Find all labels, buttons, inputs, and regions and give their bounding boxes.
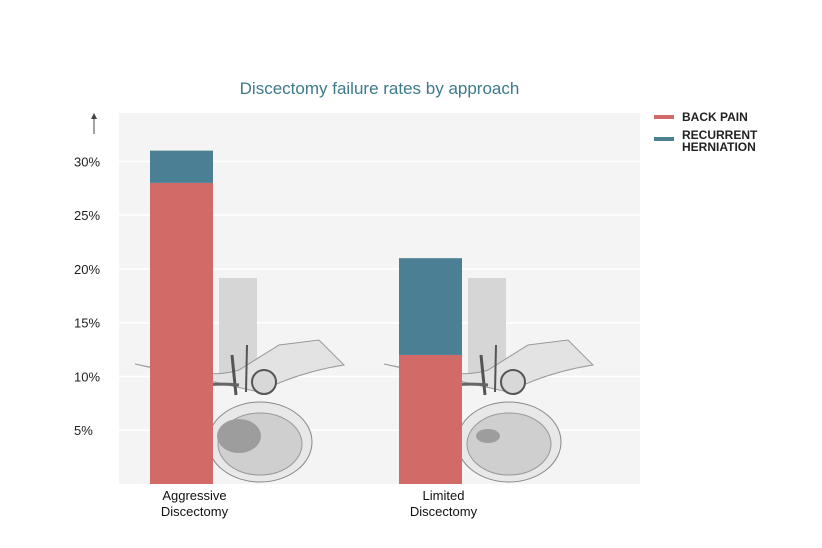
y-axis-arrowhead-icon bbox=[91, 113, 97, 119]
x-tick-label: Limited bbox=[423, 488, 465, 503]
bar-back-pain bbox=[150, 182, 213, 484]
bar-recurrent-herniation bbox=[150, 150, 213, 183]
bar-recurrent-herniation bbox=[399, 258, 462, 355]
y-tick-label: 30% bbox=[74, 154, 100, 169]
instrument-shaft bbox=[494, 344, 497, 393]
instrument-shaft bbox=[230, 354, 238, 396]
legend-label: BACK PAIN bbox=[682, 110, 748, 124]
y-tick-label: 25% bbox=[74, 208, 100, 223]
y-tick-label: 10% bbox=[74, 369, 100, 384]
legend-label: HERNIATION bbox=[682, 140, 756, 154]
legend-label: RECURRENT bbox=[682, 128, 758, 142]
disc-cavity bbox=[476, 429, 500, 443]
instrument-shaft bbox=[479, 354, 487, 396]
y-tick-label: 15% bbox=[74, 316, 100, 331]
y-tick-label: 20% bbox=[74, 262, 100, 277]
legend-swatch bbox=[654, 115, 674, 119]
chart-title: Discectomy failure rates by approach bbox=[239, 79, 520, 98]
instrument-shaft bbox=[245, 344, 248, 393]
y-tick-label: 5% bbox=[74, 423, 93, 438]
x-tick-label: Discectomy bbox=[161, 504, 229, 519]
spine-illustration bbox=[134, 278, 346, 483]
spinal-cord bbox=[251, 369, 277, 395]
x-tick-label: Discectomy bbox=[410, 504, 478, 519]
bar-back-pain bbox=[399, 354, 462, 484]
disc-cavity bbox=[217, 419, 261, 453]
x-tick-label: Aggressive bbox=[162, 488, 226, 503]
disc-nucleus bbox=[466, 412, 552, 476]
legend-swatch bbox=[654, 137, 674, 141]
spinal-cord bbox=[500, 369, 526, 395]
